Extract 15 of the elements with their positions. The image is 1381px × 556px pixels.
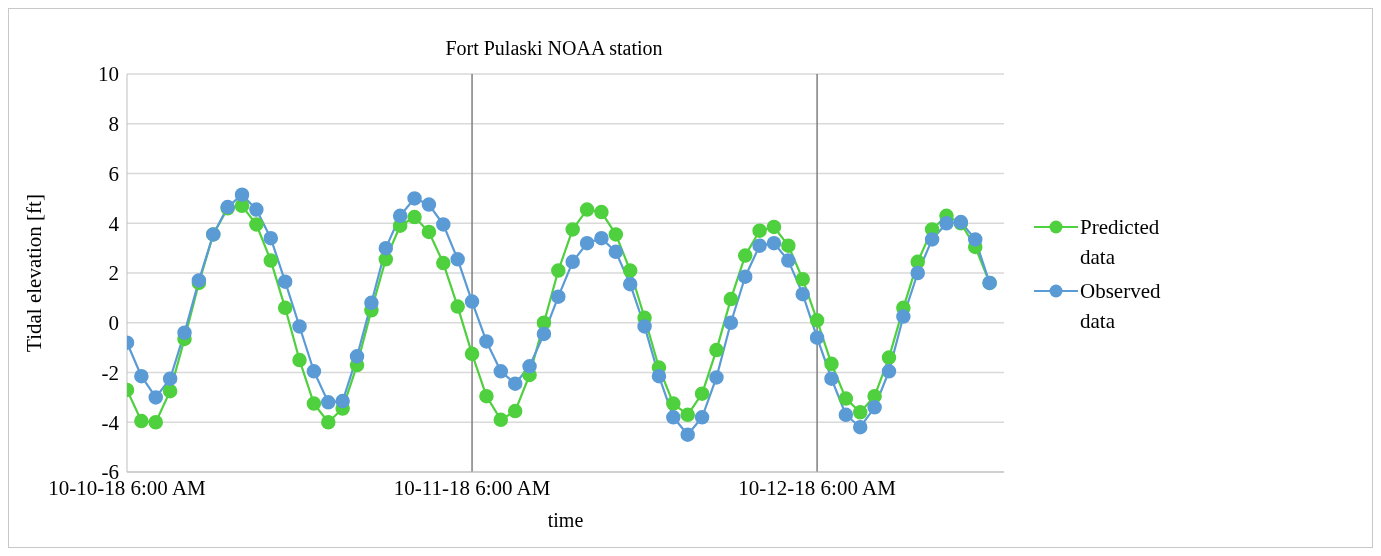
y-tick-label: 10: [98, 62, 119, 87]
legend-label: Observed data: [1080, 278, 1162, 335]
chart-title: Fort Pulaski NOAA station: [444, 37, 664, 60]
legend-label: Predicted data: [1080, 214, 1161, 271]
y-tick-label: 4: [108, 211, 120, 236]
y-tick-label: -2: [101, 360, 119, 385]
y-tick-label: 6: [108, 161, 119, 186]
x-axis-title: time: [547, 509, 584, 531]
y-tick-label: 2: [108, 261, 119, 286]
y-axis-title: Tidal elevation [ft]: [22, 194, 47, 352]
y-tick-label: 8: [108, 112, 119, 137]
y-tick-label: -4: [101, 410, 120, 435]
x-tick-label: 10-11-18 6:00 AM: [393, 475, 551, 500]
y-tick-label: 0: [108, 311, 119, 336]
x-tick-label: 10-12-18 6:00 AM: [738, 475, 897, 500]
